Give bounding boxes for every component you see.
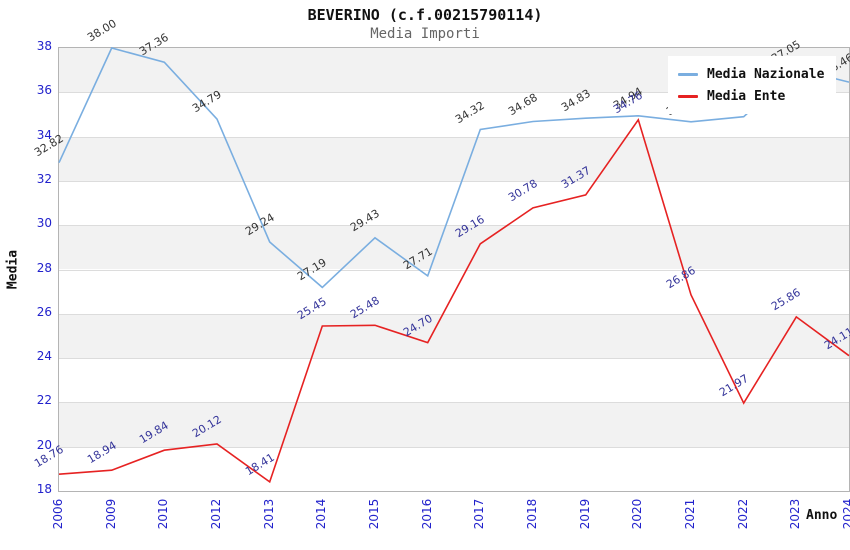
- x-axis-title: Anno: [806, 508, 838, 523]
- gridline: [59, 358, 849, 360]
- legend-line-icon: [678, 72, 698, 76]
- x-tick-label: 2019: [577, 498, 592, 530]
- x-tick-label: 2010: [156, 498, 171, 530]
- x-tick-label: 2022: [735, 498, 750, 530]
- gridline: [59, 92, 849, 94]
- x-tick-label: 2006: [51, 498, 65, 530]
- x-tick-label: 2024: [841, 498, 850, 530]
- legend: Media Nazionale Media Ente: [668, 56, 837, 114]
- x-tick-label: 2023: [788, 498, 803, 530]
- gridline: [59, 269, 849, 271]
- y-tick-label: 34: [36, 127, 52, 142]
- x-tick-label: 2018: [525, 498, 539, 530]
- y-tick-label: 22: [36, 393, 52, 408]
- y-tick-label: 20: [36, 437, 52, 452]
- x-tick-label: 2021: [683, 498, 697, 530]
- plot-band: [59, 446, 849, 491]
- gridline: [59, 446, 849, 448]
- y-tick-label: 30: [36, 216, 52, 231]
- chart-title: BEVERINO (c.f.00215790114): [307, 6, 543, 24]
- chart-subtitle: Media Importi: [370, 26, 480, 42]
- plot-band: [59, 136, 849, 181]
- y-tick-label: 18: [36, 482, 52, 496]
- gridline: [59, 180, 849, 182]
- gridline: [59, 136, 849, 138]
- series-svg: [58, 47, 850, 484]
- gridline: [59, 313, 849, 315]
- plot-area: [58, 47, 850, 492]
- plot-band: [59, 402, 849, 447]
- y-tick-label: 24: [36, 349, 52, 364]
- y-tick-label: 26: [36, 304, 52, 319]
- y-tick-label: 38: [36, 39, 52, 53]
- plot-band: [59, 358, 849, 403]
- series-line-ente[interactable]: [58, 117, 850, 484]
- x-tick-label: 2017: [472, 498, 487, 530]
- x-tick-label: 2009: [103, 498, 118, 530]
- x-tick-label: 2020: [630, 498, 645, 530]
- x-tick-label: 2014: [314, 498, 329, 530]
- gridline: [59, 402, 849, 404]
- x-tick-label: 2013: [261, 498, 276, 530]
- x-tick-label: 2015: [367, 498, 381, 530]
- x-tick-label: 2016: [419, 498, 434, 530]
- legend-label: Media Nazionale: [707, 66, 825, 82]
- y-tick-label: 28: [36, 260, 52, 275]
- legend-line-icon: [678, 94, 698, 98]
- series-line-nazionale[interactable]: [58, 47, 850, 289]
- x-tick-label: 2012: [209, 498, 223, 530]
- legend-label: Media Ente: [707, 88, 786, 104]
- y-tick-label: 32: [36, 171, 52, 186]
- legend-item-media-nazionale[interactable]: Media Nazionale: [678, 63, 824, 85]
- gridline: [59, 225, 849, 227]
- legend-item-media-ente[interactable]: Media Ente: [678, 85, 824, 107]
- plot-band: [59, 225, 849, 270]
- y-tick-label: 36: [36, 83, 52, 98]
